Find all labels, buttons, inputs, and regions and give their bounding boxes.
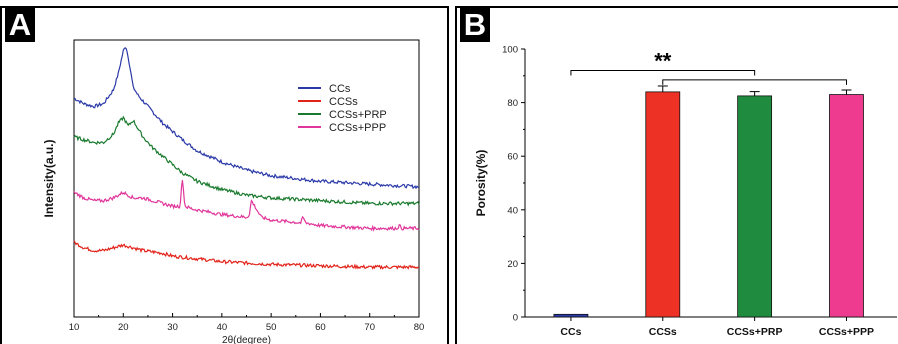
- bar: [829, 94, 864, 318]
- bar: [553, 313, 589, 318]
- y-axis-title: Porosity(%): [474, 150, 488, 217]
- panel-b-top-border: [455, 6, 898, 8]
- plot-frame: [73, 39, 420, 318]
- x-tick-label: 80: [414, 322, 425, 333]
- xrd-chart: 10 20 30 40 50 60 70 80 2θ(degree) Intensity(a.u.…: [42, 39, 425, 344]
- y-tick-label: 40: [507, 205, 518, 216]
- panel-b: B 0 20 40 60 80 100 Porosity(%) CCs CCSs CCSs+PRP…: [455, 6, 898, 344]
- legend-label: CCSs: [329, 96, 358, 108]
- significance-bracket: [662, 79, 847, 85]
- legend-label: CCs: [329, 83, 351, 95]
- x-tick-label: 40: [217, 322, 228, 333]
- x-tick-label: 60: [315, 322, 326, 333]
- panel-a-top-border: [0, 6, 449, 8]
- bar: [645, 91, 681, 318]
- y-tick-label: 100: [502, 45, 518, 56]
- series-line: [73, 115, 420, 207]
- panel-a-right-border: [447, 6, 449, 344]
- significance-label: **: [654, 48, 672, 73]
- panel-a-left-border: [0, 6, 2, 344]
- y-axis-title: Intensity(a.u.): [42, 139, 56, 217]
- panel-b-left-border: [455, 6, 457, 344]
- x-tick-label: 30: [167, 322, 178, 333]
- significance-bracket: [570, 69, 756, 76]
- y-tick-label: 20: [507, 259, 518, 270]
- x-tick-label: CCSs+PRP: [727, 326, 783, 338]
- y-tick-label: 60: [507, 152, 518, 163]
- x-tick-label: CCSs: [649, 326, 677, 338]
- panel-a-letter: A: [5, 8, 35, 42]
- x-tick-label: 70: [364, 322, 375, 333]
- porosity-chart: 0 20 40 60 80 100 Porosity(%) CCs CCSs CCSs+PRP CC…: [474, 45, 897, 338]
- panel-a: A 10 20 30 40 50 60 70 80 2θ(degree) Intensity(a.…: [0, 6, 449, 344]
- x-axis-title: 2θ(degree): [222, 335, 271, 344]
- x-tick-label: CCs: [560, 326, 581, 338]
- panel-b-letter: B: [460, 8, 490, 42]
- x-tick-label: 50: [266, 322, 277, 333]
- x-tick-label: 20: [118, 322, 129, 333]
- y-tick-label: 0: [513, 313, 518, 324]
- series-line: [73, 47, 420, 190]
- legend-label: CCSs+PPP: [329, 122, 386, 134]
- series-line: [73, 240, 420, 270]
- x-tick-label: 10: [69, 322, 80, 333]
- bar: [737, 95, 773, 318]
- series-line: [73, 180, 420, 232]
- y-tick-label: 80: [507, 98, 518, 109]
- x-tick-label: CCSs+PPP: [819, 326, 874, 338]
- legend-label: CCSs+PRP: [329, 109, 387, 121]
